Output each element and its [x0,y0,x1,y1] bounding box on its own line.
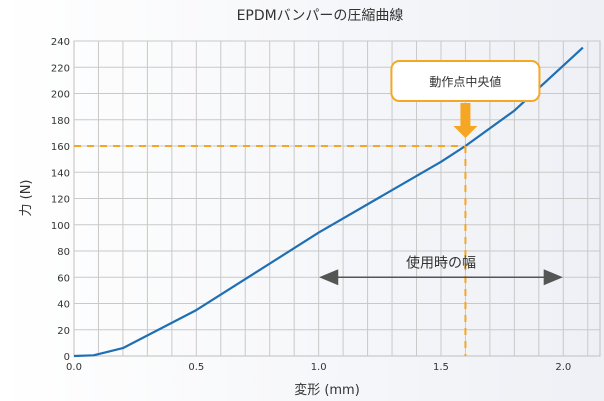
y-tick-label: 140 [51,168,70,179]
operating-point-callout-box [390,60,541,102]
y-tick-label: 200 [51,90,70,101]
y-tick-label: 120 [51,195,70,206]
y-tick-label: 180 [51,116,70,127]
usage-range-label: 使用時の幅 [406,254,476,271]
chart-title: EPDMバンパーの圧縮曲線 [237,8,404,24]
grid [73,40,601,357]
y-tick-label: 240 [51,37,70,48]
series-layer [73,46,584,358]
y-tick-label: 220 [51,63,70,74]
y-tick-label: 40 [57,300,70,311]
y-tick-label: 0 [64,352,70,363]
x-axis-label: 変形 (mm) [294,382,360,398]
x-tick-label: 0.5 [188,362,204,373]
data-line [73,46,584,358]
x-tick-label: 0.0 [66,362,82,373]
operating-point-label: 動作点中央値 [429,74,501,89]
y-tick-label: 100 [51,221,70,232]
x-tick-label: 2.0 [555,362,571,373]
x-tick-label: 1.0 [311,362,327,373]
y-tick-label: 60 [57,273,70,284]
y-tick-label: 20 [57,326,70,337]
x-tick-label: 1.5 [433,362,449,373]
y-tick-label: 160 [51,142,70,153]
y-tick-label: 80 [57,247,70,258]
y-axis-label: 力 (N) [19,179,34,216]
tick-labels: 0 20 40 60 80 100 120 140 160 180 200 220 240 0.0 0.5 1… [51,37,571,373]
operating-point-arrow [453,103,478,138]
